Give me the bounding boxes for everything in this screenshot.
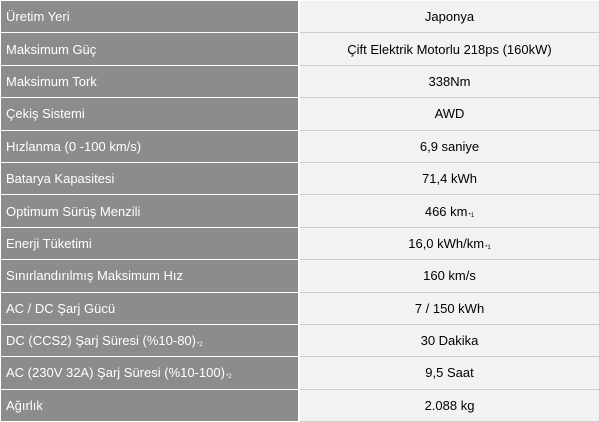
spec-row: AC (230V 32A) Şarj Süresi (%10-100)*2 9,5… <box>0 356 600 390</box>
spec-label: Optimum Sürüş Menzili <box>0 194 300 228</box>
spec-row: Batarya Kapasitesi 71,4 kWh <box>0 161 600 196</box>
spec-row: Optimum Sürüş Menzili 466 km*1 <box>0 194 600 228</box>
spec-value-text: 466 km <box>424 203 468 219</box>
spec-label-text: Sınırlandırılmış Maksimum Hız <box>6 268 183 284</box>
spec-label-text: Maksimum Tork <box>6 73 97 89</box>
spec-value-text: 71,4 kWh <box>422 171 477 187</box>
spec-value-text: 30 Dakika <box>420 333 479 349</box>
spec-label: Maksimum Güç <box>0 32 300 66</box>
spec-value-footnote: *1 <box>468 212 475 219</box>
spec-value: 466 km*1 <box>298 194 600 228</box>
spec-label-text: AC / DC Şarj Gücü <box>6 300 116 316</box>
spec-label-text: Üretim Yeri <box>6 9 70 25</box>
spec-row: Çekiş Sistemi AWD <box>0 97 600 131</box>
spec-value: 6,9 saniye <box>298 129 600 163</box>
spec-value: Çift Elektrik Motorlu 218ps (160kW) <box>298 32 600 66</box>
spec-label-footnote: *2 <box>197 342 203 349</box>
spec-label: Çekiş Sistemi <box>0 97 300 131</box>
spec-value: AWD <box>298 97 600 131</box>
spec-value-text: 338Nm <box>428 73 471 89</box>
spec-row: DC (CCS2) Şarj Süresi (%10-80)*2 30 Dakik… <box>0 323 600 358</box>
spec-label: Batarya Kapasitesi <box>0 161 300 196</box>
spec-label-text: AC (230V 32A) Şarj Süresi (%10-100) <box>6 365 225 381</box>
spec-value: 7 / 150 kWh <box>298 291 600 325</box>
spec-label-text: Hızlanma (0 -100 km/s) <box>6 138 142 154</box>
spec-value-text: 6,9 saniye <box>419 138 480 154</box>
spec-label-footnote: *2 <box>225 374 232 381</box>
spec-row: Hızlanma (0 -100 km/s) 6,9 saniye <box>0 129 600 163</box>
spec-value-text: Japonya <box>424 9 475 25</box>
spec-value-text: AWD <box>434 106 465 122</box>
spec-label: Sınırlandırılmış Maksimum Hız <box>0 259 300 293</box>
spec-value-text: 160 km/s <box>423 268 476 284</box>
spec-label: Üretim Yeri <box>0 0 300 34</box>
spec-label: Maksimum Tork <box>0 64 300 99</box>
spec-label-text: Enerji Tüketimi <box>6 235 92 251</box>
spec-label: Ağırlık <box>0 388 300 422</box>
spec-value: 160 km/s <box>298 259 600 293</box>
spec-value: 71,4 kWh <box>298 161 600 196</box>
spec-value-text: 2.088 kg <box>424 397 475 413</box>
spec-value: 30 Dakika <box>298 323 600 358</box>
spec-row: Enerji Tüketimi 16,0 kWh/km*1 <box>0 226 600 261</box>
spec-label-text: Çekiş Sistemi <box>6 106 85 122</box>
spec-label-text: Batarya Kapasitesi <box>6 171 115 187</box>
spec-value-footnote: *1 <box>485 244 491 251</box>
spec-value: 338Nm <box>298 64 600 99</box>
spec-value: 9,5 Saat <box>298 356 600 390</box>
spec-label: AC (230V 32A) Şarj Süresi (%10-100)*2 <box>0 356 300 390</box>
spec-row: Üretim Yeri Japonya <box>0 0 600 34</box>
spec-value: 16,0 kWh/km*1 <box>298 226 600 261</box>
spec-row: Sınırlandırılmış Maksimum Hız 160 km/s <box>0 259 600 293</box>
spec-label-text: DC (CCS2) Şarj Süresi (%10-80) <box>6 333 196 349</box>
spec-value-text: 16,0 kWh/km <box>408 235 485 251</box>
spec-row: AC / DC Şarj Gücü 7 / 150 kWh <box>0 291 600 325</box>
spec-row: Maksimum Güç Çift Elektrik Motorlu 218ps … <box>0 32 600 66</box>
spec-label: Hızlanma (0 -100 km/s) <box>0 129 300 163</box>
spec-value-text: Çift Elektrik Motorlu 218ps (160kW) <box>347 41 552 57</box>
spec-value: 2.088 kg <box>298 388 600 422</box>
spec-row: Maksimum Tork 338Nm <box>0 64 600 99</box>
spec-label: AC / DC Şarj Gücü <box>0 291 300 325</box>
spec-value: Japonya <box>298 0 600 34</box>
spec-label-text: Ağırlık <box>6 397 43 413</box>
spec-label-text: Maksimum Güç <box>6 41 97 57</box>
spec-label-text: Optimum Sürüş Menzili <box>6 203 141 219</box>
spec-value-text: 9,5 Saat <box>425 365 474 381</box>
spec-label: Enerji Tüketimi <box>0 226 300 261</box>
spec-row: Ağırlık 2.088 kg <box>0 388 600 422</box>
spec-label: DC (CCS2) Şarj Süresi (%10-80)*2 <box>0 323 300 358</box>
spec-value-text: 7 / 150 kWh <box>414 300 485 316</box>
